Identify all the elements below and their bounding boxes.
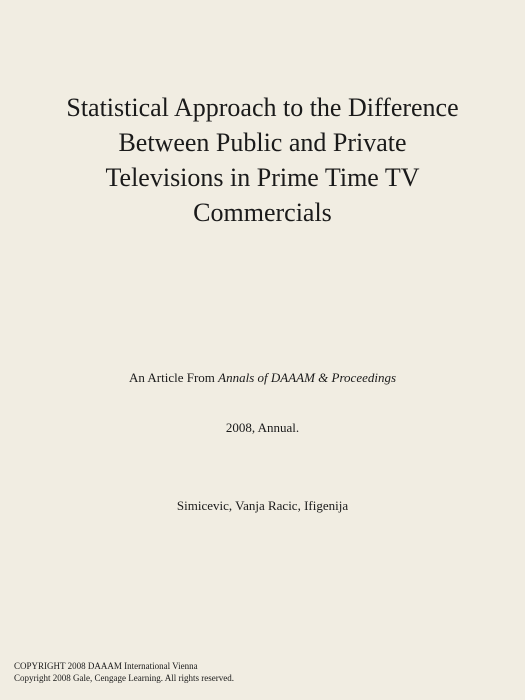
subtitle-line: An Article From Annals of DAAAM & Procee… [129,370,396,386]
year-annual: 2008, Annual. [226,420,299,436]
copyright-line-2: Copyright 2008 Gale, Cengage Learning. A… [14,672,234,684]
subtitle-label: An Article From [129,370,218,385]
document-title: Statistical Approach to the Difference B… [60,90,465,230]
authors: Simicevic, Vanja Racic, Ifigenija [177,498,348,514]
document-page: Statistical Approach to the Difference B… [0,0,525,700]
copyright-block: COPYRIGHT 2008 DAAAM International Vienn… [14,660,234,684]
copyright-line-1: COPYRIGHT 2008 DAAAM International Vienn… [14,660,234,672]
subtitle-journal: Annals of DAAAM & Proceedings [218,370,396,385]
